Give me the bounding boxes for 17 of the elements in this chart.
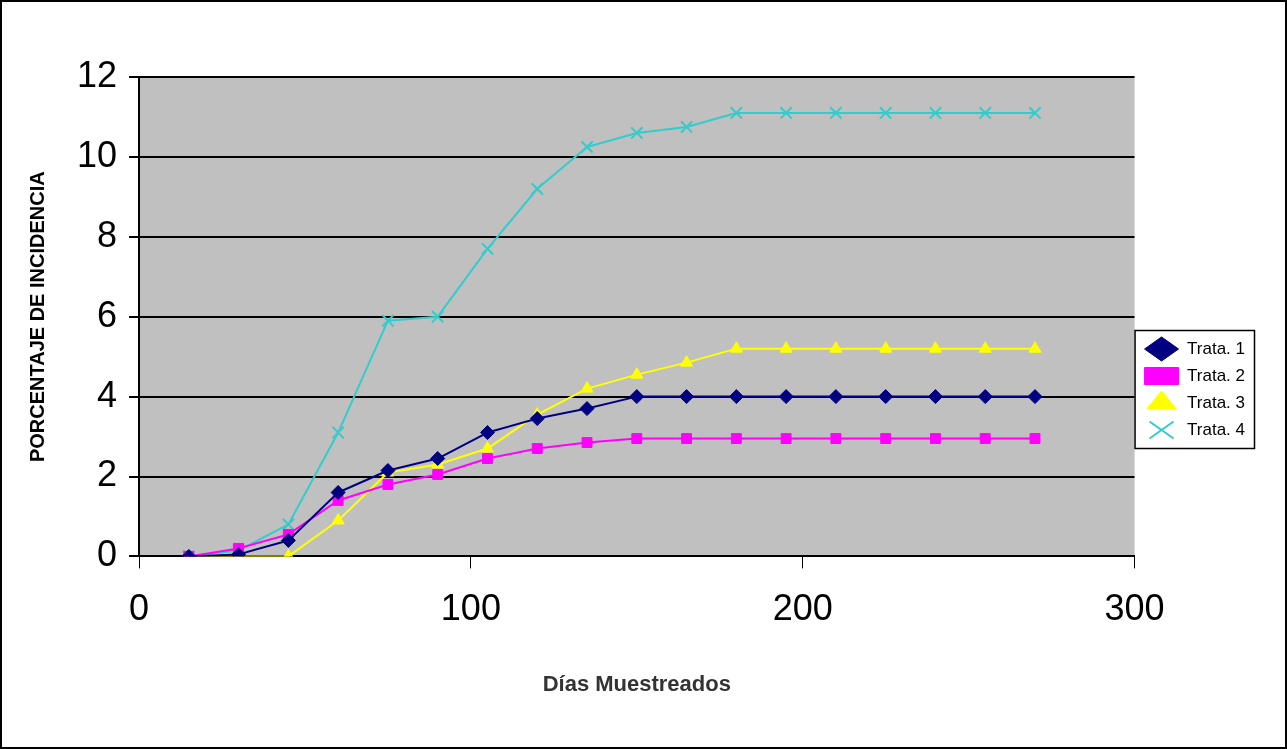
y-tick-label: 8 [97,213,118,255]
legend-label: Trata. 1 [1187,338,1246,358]
x-tick-label: 200 [772,586,833,628]
legend-label: Trata. 2 [1187,365,1246,385]
legend-label: Trata. 4 [1187,419,1246,439]
x-axis-title: Días Muestreados [542,670,731,696]
x-tick-label: 100 [440,586,501,628]
y-tick-label: 12 [77,53,118,95]
x-tick-label: 300 [1104,586,1165,628]
y-tick-label: 6 [97,293,118,335]
legend-label: Trata. 3 [1187,392,1246,412]
x-tick-label: 0 [129,586,150,628]
y-tick-label: 10 [77,133,118,175]
y-axis-title: PORCENTAJE DE INCIDENCIA [25,171,48,463]
y-tick-label: 4 [97,373,118,415]
y-tick-label: 2 [97,453,118,495]
y-tick-label: 0 [97,533,118,575]
